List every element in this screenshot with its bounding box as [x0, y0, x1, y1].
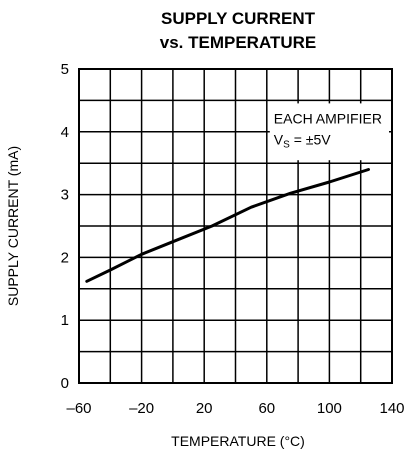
- annotation-vs-prefix: V: [274, 131, 284, 147]
- annotation-line-2: VS = ±5V: [274, 131, 331, 150]
- y-tick-label: 0: [61, 375, 69, 392]
- plot-frame: [78, 68, 393, 384]
- y-tick-labels: 0 1 2 3 4 5: [61, 61, 69, 392]
- chart-title-line-2: vs. TEMPERATURE: [160, 33, 317, 52]
- x-tick-label: 100: [317, 400, 342, 417]
- annotation-vs-subscript: S: [283, 139, 290, 150]
- supply-current-line: [85, 168, 370, 283]
- y-tick-label: 2: [61, 249, 69, 266]
- x-tick-label: –20: [129, 400, 154, 417]
- y-tick-label: 1: [61, 312, 69, 329]
- y-axis-label: SUPPLY CURRENT (mA): [5, 146, 21, 306]
- x-tick-label: 60: [258, 400, 275, 417]
- x-tick-label: –60: [66, 400, 91, 417]
- x-tick-label: 20: [196, 400, 213, 417]
- annotation-vs-value: = ±5V: [290, 131, 331, 147]
- annotation-line-1: EACH AMPIFIER: [274, 110, 382, 126]
- annotation-background: [269, 103, 389, 161]
- x-tick-label: 140: [379, 400, 404, 417]
- y-tick-label: 5: [61, 61, 69, 78]
- x-axis-label: TEMPERATURE (°C): [171, 433, 305, 449]
- x-tick-labels: –60 –20 20 60 100 140: [66, 400, 404, 417]
- chart-title-line-1: SUPPLY CURRENT: [161, 9, 316, 28]
- y-tick-label: 3: [61, 187, 69, 204]
- grid-lines: [79, 69, 392, 383]
- y-tick-label: 4: [61, 124, 69, 141]
